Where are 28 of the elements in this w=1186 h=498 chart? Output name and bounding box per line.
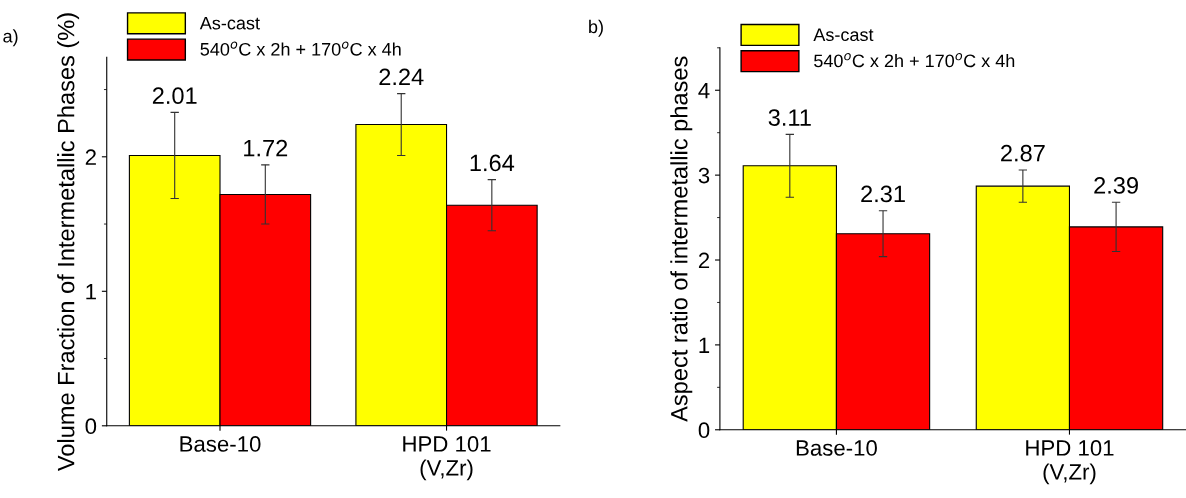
y-tick-label: 0 — [85, 418, 97, 435]
y-axis-title: Aspect ratio of intermetallic phases — [670, 56, 693, 422]
y-tick-label: 1 — [699, 337, 710, 353]
x-tick-label: Base-10 — [180, 436, 261, 452]
data-label: 2.87 — [1001, 144, 1045, 162]
x-tick-label: HPD 101 (V,Zr) — [1026, 440, 1114, 485]
y-tick-label: 1 — [86, 284, 96, 300]
legend-label: 540$^{o}$C x 2h + 170$^{o}$C x 4h — [814, 53, 1015, 68]
y-tick-label: 2 — [698, 252, 710, 269]
x-tick-label: HPD 101 (V,Zr) — [403, 436, 491, 481]
y-tick-label: 0 — [698, 422, 710, 439]
y-tick-label: 2 — [85, 149, 96, 165]
text: b) — [589, 19, 603, 37]
data-label: 2.31 — [861, 185, 905, 203]
data-label: 1.72 — [244, 139, 288, 157]
x-tick-label: Base-10 — [796, 440, 877, 456]
data-label: 2.24 — [379, 68, 424, 85]
data-label: 2.01 — [152, 87, 197, 105]
y-tick-label: 4 — [698, 83, 710, 99]
legend-label: As-cast — [813, 28, 874, 42]
text: a) — [3, 29, 18, 47]
legend-label: 540$^{o}$C x 2h + 170$^{o}$C x 4h — [200, 41, 401, 56]
data-label: 1.64 — [470, 154, 515, 172]
data-label: 2.39 — [1094, 177, 1138, 194]
data-label: 3.11 — [768, 109, 811, 126]
y-axis-title: Volume Fraction of Intermetallic Phases (%) — [57, 13, 80, 472]
legend-label: As-cast — [199, 16, 260, 30]
y-tick-label: 3 — [698, 167, 710, 184]
